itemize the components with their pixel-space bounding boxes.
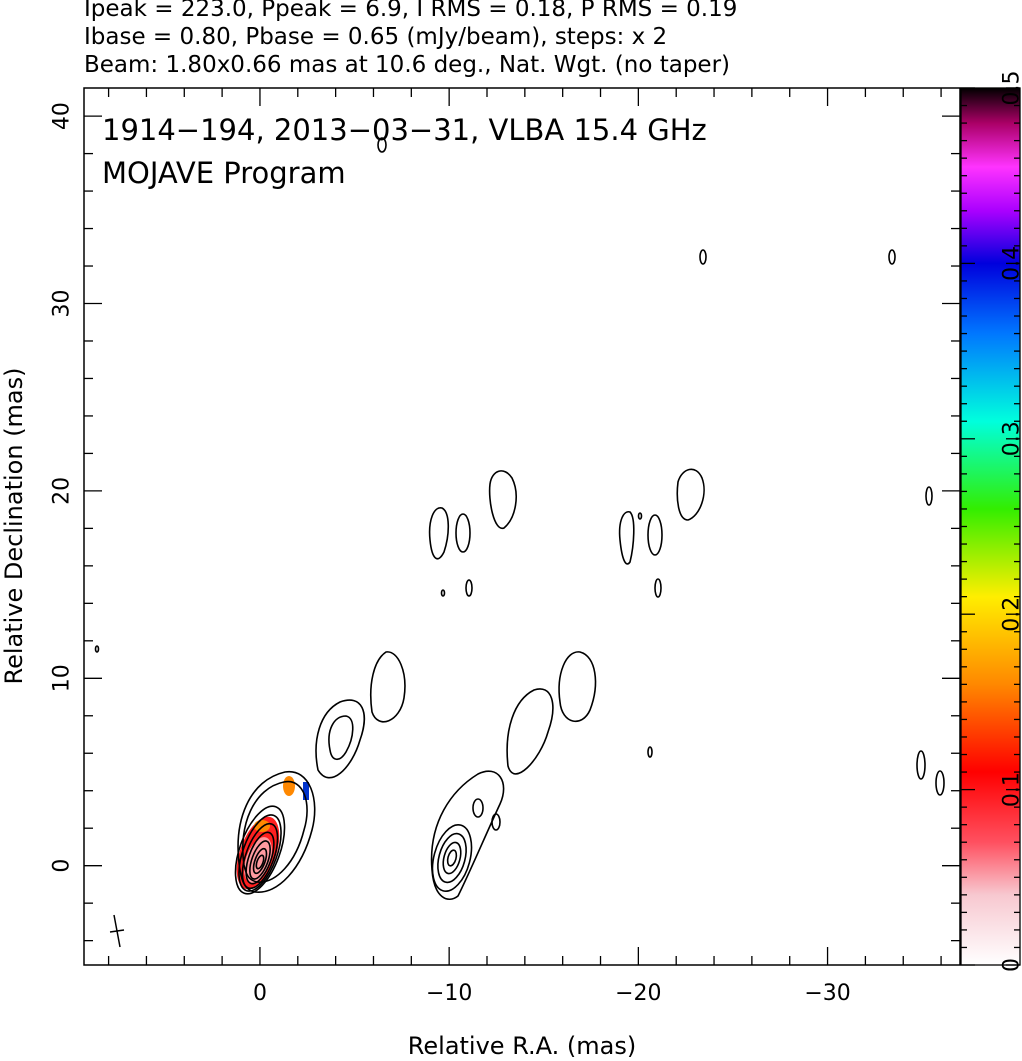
x-axis-label: Relative R.A. (mas) — [408, 1032, 636, 1060]
y-tick-label: 20 — [50, 477, 75, 505]
x-tick-label: −20 — [615, 981, 661, 1006]
colorbar-tick-label: 0.4 — [1000, 246, 1022, 281]
contour-features — [94, 137, 945, 901]
header-line-2: Ibase = 0.80, Pbase = 0.65 (mJy/beam), s… — [84, 24, 668, 50]
chart-title: 1914−194, 2013−03−31, VLBA 15.4 GHz — [102, 113, 707, 147]
y-tick-label: 30 — [50, 290, 75, 318]
y-tick-label: 40 — [50, 102, 75, 130]
x-tick-label: 0 — [253, 981, 267, 1006]
y-axis-label: Relative Declination (mas) — [0, 367, 28, 684]
x-tick-label: −10 — [426, 981, 472, 1006]
colorbar — [961, 88, 1020, 965]
beam-marker — [109, 914, 125, 948]
y-tick-label: 10 — [50, 664, 75, 692]
colorbar-ticks — [961, 87, 1020, 966]
x-axis-ticks — [107, 88, 942, 965]
y-tick-label: 0 — [50, 859, 75, 873]
colorbar-tick-label: 0.2 — [1000, 597, 1022, 632]
colorbar-tick-label: 0.1 — [1000, 772, 1022, 807]
plot-frame — [83, 87, 961, 966]
x-tick-label: −30 — [804, 981, 850, 1006]
colorbar-tick-label: 0.3 — [1000, 421, 1022, 456]
chart-subtitle: MOJAVE Program — [102, 156, 346, 190]
y-axis-ticks — [84, 115, 960, 942]
header-line-1: Ipeak = 223.0, Ppeak = 6.9, I RMS = 0.18… — [84, 0, 738, 22]
y-tick-labels: 0 10 20 30 40 — [50, 102, 75, 873]
colorbar-tick-label: 0 — [1000, 958, 1022, 972]
colorbar-tick-labels: 0 0.1 0.2 0.3 0.4 0.5 — [1000, 71, 1022, 973]
x-tick-labels: 0 −10 −20 −30 — [253, 981, 851, 1006]
header-line-3: Beam: 1.80x0.66 mas at 10.6 deg., Nat. W… — [84, 52, 730, 78]
colorbar-tick-label: 0.5 — [1000, 71, 1022, 106]
